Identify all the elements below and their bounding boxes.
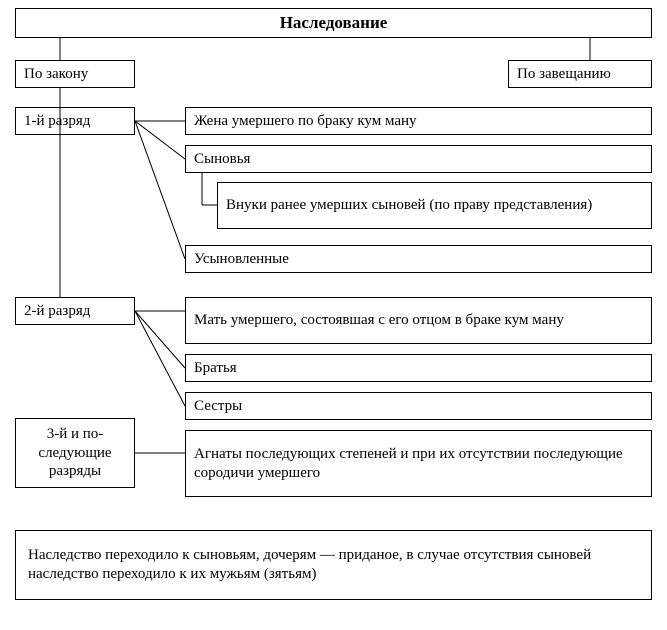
branch-law: По закону <box>15 60 135 88</box>
item-sisters: Сестры <box>185 392 652 420</box>
item-mother: Мать умершего, состоявшая с его отцом в … <box>185 297 652 344</box>
footer-note: Наследство переходило к сыновьям, дочеря… <box>15 530 652 600</box>
item-brothers: Братья <box>185 354 652 382</box>
item-agnates: Агнаты последующих степеней и при их отс… <box>185 430 652 497</box>
diagram-title: Наследование <box>15 8 652 38</box>
item-grandchildren: Внуки ранее умерших сыновей (по праву пр… <box>217 182 652 229</box>
branch-testament: По завещанию <box>508 60 652 88</box>
rank-2: 2-й разряд <box>15 297 135 325</box>
rank-3: 3-й и по­следующие разряды <box>15 418 135 488</box>
item-adopted: Усыновленные <box>185 245 652 273</box>
item-sons: Сыновья <box>185 145 652 173</box>
rank-1: 1-й разряд <box>15 107 135 135</box>
item-wife: Жена умершего по браку кум ману <box>185 107 652 135</box>
